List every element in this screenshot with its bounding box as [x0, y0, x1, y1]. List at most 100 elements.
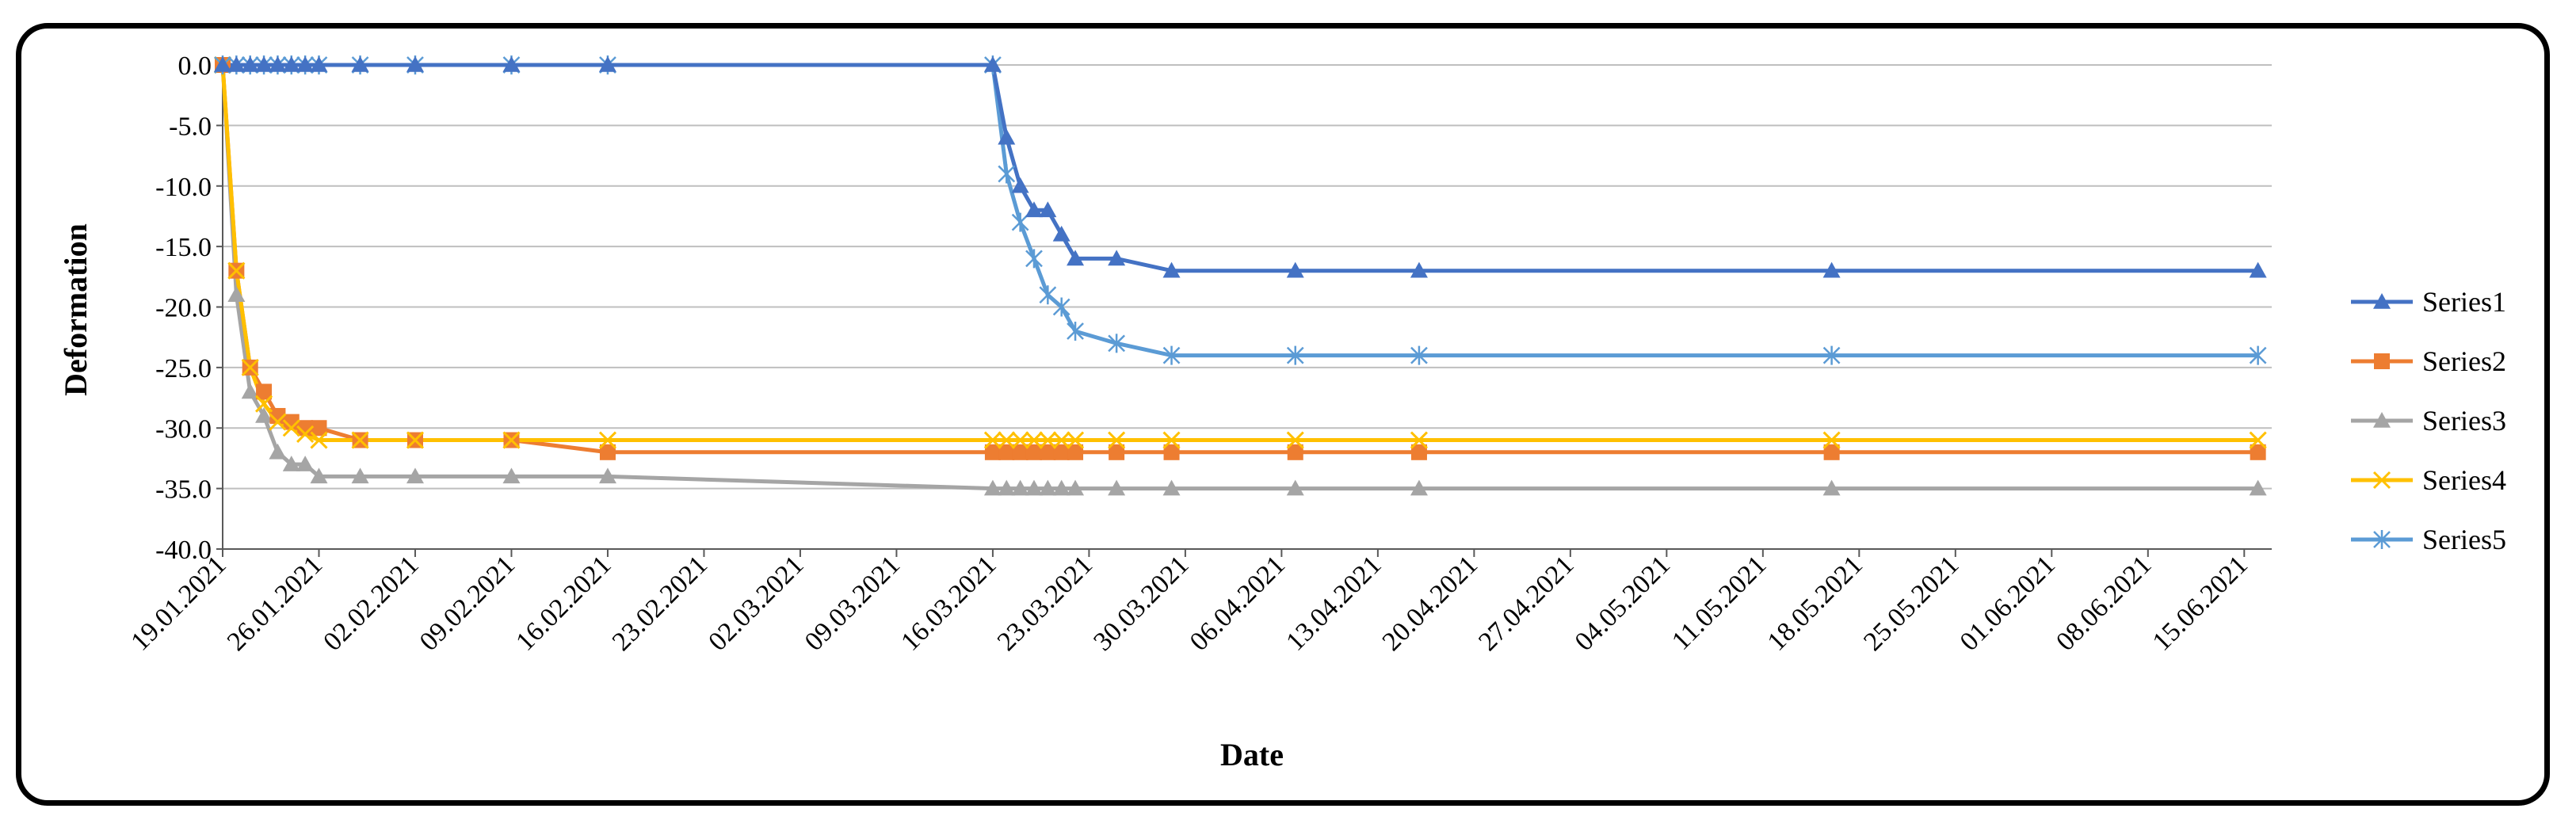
data-point-series4: [351, 431, 369, 449]
data-point-series1: [1286, 261, 1304, 278]
data-point-series5: [1162, 345, 1181, 365]
data-point-series4: [296, 425, 315, 443]
data-point-series4: [1286, 431, 1304, 449]
data-point-series1: [296, 56, 315, 72]
data-point-series4: [1011, 431, 1029, 449]
x-tick-label: 30.03.2021: [1088, 550, 1194, 656]
y-tick-label: -30.0: [155, 414, 212, 444]
data-point-series1: [255, 56, 273, 72]
data-point-series2: [2250, 444, 2266, 460]
data-point-series4: [1025, 431, 1044, 449]
data-point-series5: [1822, 345, 1841, 365]
x-tick-label: 09.02.2021: [414, 550, 521, 656]
series-line-series4: [220, 64, 2258, 442]
data-point-series1: [1410, 261, 1428, 278]
data-point-series1: [998, 128, 1016, 145]
y-tick-label: -10.0: [155, 173, 212, 202]
x-tick-label: 02.03.2021: [703, 550, 809, 656]
data-point-series5: [1286, 345, 1304, 365]
x-tick-label: 06.04.2021: [1185, 550, 1291, 656]
data-point-series3: [1108, 479, 1126, 496]
data-point-series4: [227, 261, 246, 280]
data-point-series3: [406, 467, 424, 484]
data-point-series4: [269, 413, 287, 431]
data-point-series1: [1011, 177, 1029, 193]
x-tick-label: 27.04.2021: [1473, 550, 1579, 656]
data-point-series2: [1067, 444, 1084, 460]
data-point-series4: [1410, 431, 1429, 449]
data-point-series3: [227, 286, 246, 303]
data-point-series3: [502, 467, 521, 484]
data-point-series3: [269, 443, 287, 460]
data-point-series2: [1109, 444, 1125, 460]
data-point-series1: [983, 56, 1002, 72]
x-tick-label: 04.05.2021: [1570, 550, 1676, 656]
data-point-series4: [282, 419, 300, 437]
legend-label: Series5: [2422, 524, 2506, 555]
data-point-series3: [310, 467, 328, 484]
legend-label: Series1: [2422, 286, 2506, 318]
data-point-series2: [599, 444, 616, 460]
data-point-series2: [283, 414, 300, 430]
data-point-series4: [1108, 431, 1126, 449]
series-line-series3: [220, 64, 2258, 491]
data-point-series1: [406, 56, 424, 72]
data-point-series1: [598, 56, 616, 72]
deformation-line-chart: 0.0 -5.0 -10.0 -15.0 -20.0 -25.0 -30.0 -35.0 -40…: [58, 51, 2506, 772]
x-tick-label: 23.03.2021: [992, 550, 1098, 656]
data-point-series3: [282, 456, 300, 471]
data-point-series1: [351, 56, 369, 72]
series-line-series5: [223, 63, 2258, 358]
data-point-series2: [256, 383, 273, 400]
data-point-series1: [1039, 201, 1057, 218]
x-tick-label: 01.06.2021: [1955, 550, 2061, 656]
data-point-series3: [1039, 479, 1057, 496]
data-point-series3: [1410, 479, 1428, 496]
y-tick-label: 0.0: [178, 51, 212, 81]
data-point-series4: [255, 395, 273, 413]
data-point-series5: [998, 164, 1016, 184]
y-axis-title: Deformation: [58, 223, 93, 396]
x-tick-label: 23.02.2021: [607, 550, 713, 656]
legend-item-series5: Series5: [2351, 524, 2506, 555]
x-tick-label: 11.05.2021: [1666, 550, 1772, 655]
x-tick-label: 02.02.2021: [318, 550, 424, 656]
data-point-series1: [1162, 261, 1181, 278]
data-point-series3: [1822, 479, 1841, 496]
data-point-series3: [1011, 479, 1029, 496]
data-point-series1: [1067, 250, 1085, 266]
data-point-series2: [269, 407, 286, 424]
legend-label: Series4: [2422, 464, 2506, 496]
data-point-series3: [1052, 479, 1070, 496]
data-point-series3: [598, 467, 616, 484]
data-point-series1: [1822, 261, 1841, 278]
x-tick-label: 08.06.2021: [2051, 550, 2157, 656]
data-point-series5: [1025, 249, 1043, 269]
data-point-series3: [998, 479, 1016, 496]
data-point-series5: [2249, 345, 2267, 365]
data-point-series4: [406, 431, 425, 449]
data-point-series4: [241, 358, 259, 376]
x-axis-title: Date: [1220, 737, 1284, 772]
data-point-series3: [1286, 479, 1304, 496]
data-point-series3: [983, 479, 1002, 496]
data-point-series2: [1012, 444, 1028, 460]
y-tick-label: -20.0: [155, 294, 212, 323]
legend-marker: [2373, 293, 2391, 309]
x-tick-label: 26.01.2021: [222, 550, 328, 656]
x-tick-label: 16.03.2021: [895, 550, 1002, 656]
data-point-series4: [1039, 431, 1057, 449]
legend-label: Series3: [2422, 405, 2506, 437]
data-point-series4: [502, 431, 521, 449]
data-point-series1: [241, 56, 259, 72]
data-point-series3: [1067, 479, 1085, 496]
legend: Series1 Series2 Series3 Series4 Series5: [2351, 286, 2506, 555]
data-point-series2: [1053, 444, 1070, 460]
data-point-series2: [1040, 444, 1056, 460]
data-point-series5: [1410, 345, 1428, 365]
series-line-series2: [220, 64, 2258, 455]
y-tick-label: -5.0: [169, 112, 212, 141]
data-point-series2: [1025, 444, 1042, 460]
data-point-series4: [310, 431, 328, 449]
x-tick-label: 18.05.2021: [1762, 550, 1868, 656]
